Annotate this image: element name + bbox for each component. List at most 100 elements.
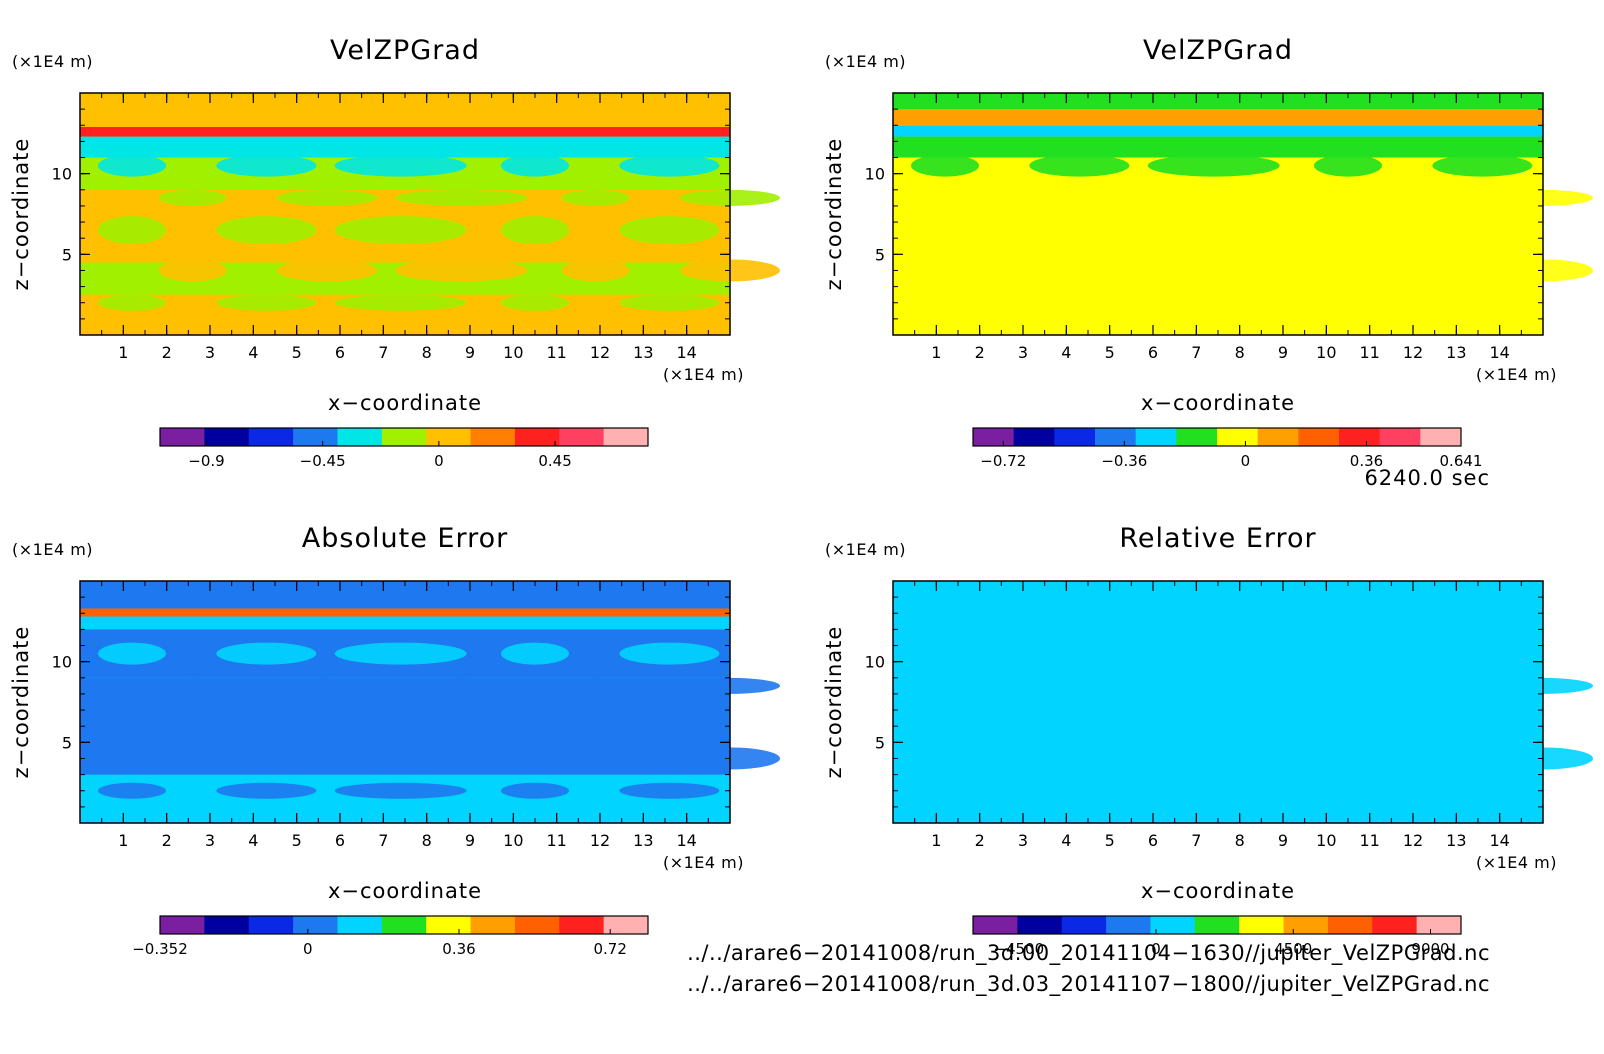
heatmap-contour xyxy=(1147,154,1280,177)
chart-panel-1: VelZPGrad(×1E4 m)1 2 3 4 5 6 7 8 9 10 11 12 13 14510(… xyxy=(9,35,780,470)
colorbar-swatch xyxy=(426,428,472,446)
heatmap-contour xyxy=(619,216,720,245)
heatmap-contour xyxy=(158,747,227,770)
y-tick-label: 5 xyxy=(875,733,885,752)
colorbar-frame xyxy=(972,427,1462,447)
heatmap-contour xyxy=(98,782,166,799)
colorbar-swatch xyxy=(160,916,205,934)
y-tick-label: 10 xyxy=(865,653,885,672)
x-tick-label: 6 xyxy=(1148,343,1158,362)
y-axis-label: z−coordinate xyxy=(9,138,33,291)
colorbar-swatch xyxy=(381,428,427,446)
heatmap-band xyxy=(893,125,1543,137)
x-tick-label: 4 xyxy=(1061,343,1071,362)
heatmap-contour xyxy=(1432,782,1533,799)
heatmap-contour xyxy=(1374,259,1443,282)
x-tick-label: 8 xyxy=(1235,831,1245,850)
heatmap-contour xyxy=(216,294,317,311)
heatmap-field xyxy=(893,93,1593,335)
colorbar-swatch xyxy=(1327,916,1373,934)
heatmap-contour xyxy=(1208,189,1341,206)
x-tick-label: 12 xyxy=(590,831,610,850)
colorbar-swatch xyxy=(293,428,338,446)
colorbar-tick-label: 0 xyxy=(1151,940,1161,958)
colorbar: −0.9 −0.45 0 0.45 xyxy=(159,427,649,470)
y-axis-label: z−coordinate xyxy=(9,626,33,779)
chart-title: Absolute Error xyxy=(302,523,508,554)
heatmap-contour xyxy=(334,216,467,245)
x-tick-label: 2 xyxy=(975,343,985,362)
heatmap-contour xyxy=(911,154,979,177)
x-tick-label: 6 xyxy=(335,343,345,362)
colorbar-swatch xyxy=(1061,916,1107,934)
colorbar-swatch xyxy=(293,916,338,934)
heatmap-contour xyxy=(971,189,1040,206)
y-tick-label: 5 xyxy=(875,245,885,264)
colorbar-swatch xyxy=(1298,428,1340,446)
colorbar-swatch xyxy=(1135,428,1177,446)
x-tick-label: 3 xyxy=(205,831,215,850)
heatmap-contour xyxy=(1147,216,1280,245)
heatmap-contour xyxy=(334,704,467,733)
heatmap-contour xyxy=(1147,294,1280,311)
x-tick-label: 12 xyxy=(1403,831,1423,850)
colorbar: −4500 0 4500 9000 xyxy=(972,915,1462,958)
x-tick-label: 1 xyxy=(931,831,941,850)
x-tick-label: 11 xyxy=(546,343,566,362)
y-tick-label: 10 xyxy=(865,165,885,184)
heatmap-contour xyxy=(1029,294,1130,311)
colorbar-swatch xyxy=(1339,428,1381,446)
heatmap-contour xyxy=(501,154,569,177)
heatmap-contour xyxy=(501,216,569,245)
x-tick-label: 8 xyxy=(422,831,432,850)
heatmap-band xyxy=(893,136,1543,158)
x-tick-label: 14 xyxy=(676,831,696,850)
heatmap-band xyxy=(893,93,1543,110)
x-tick-label: 5 xyxy=(292,831,302,850)
heatmap-contour xyxy=(98,642,166,665)
heatmap-contour xyxy=(98,704,166,733)
chart-panel-3: Absolute Error(×1E4 m)1 2 3 4 5 6 7 8 9 10 11 12 13 1… xyxy=(9,523,780,958)
heatmap-contour xyxy=(561,747,630,770)
heatmap-contour xyxy=(1029,642,1130,665)
chart-title: VelZPGrad xyxy=(1143,35,1293,66)
heatmap-contour xyxy=(334,782,467,799)
x-tick-label: 1 xyxy=(931,343,941,362)
heatmap-contour xyxy=(98,216,166,245)
x-tick-label: 13 xyxy=(1446,343,1466,362)
heatmap-contour xyxy=(216,154,317,177)
heatmap-contour xyxy=(158,677,227,694)
chart-title: VelZPGrad xyxy=(330,35,480,66)
colorbar-swatch xyxy=(1372,916,1418,934)
x-tick-label: 9 xyxy=(1278,831,1288,850)
x-tick-label: 7 xyxy=(378,343,388,362)
file-path-1: ../../arare6−20141008/run_3d.00_20141104… xyxy=(687,941,1490,965)
heatmap-contour xyxy=(501,642,569,665)
heatmap-contour xyxy=(334,154,467,177)
colorbar-tick-label: 4500 xyxy=(1274,940,1312,958)
colorbar-tick-label: 0 xyxy=(303,940,313,958)
heatmap-contour xyxy=(971,747,1040,770)
colorbar-swatch xyxy=(559,916,605,934)
heatmap-contour xyxy=(1432,294,1533,311)
heatmap-contour xyxy=(216,216,317,245)
x-tick-label: 1 xyxy=(118,831,128,850)
heatmap-contour xyxy=(334,294,467,311)
x-tick-label: 2 xyxy=(975,831,985,850)
x-tick-label: 8 xyxy=(1235,343,1245,362)
colorbar-swatch xyxy=(1017,916,1063,934)
colorbar-swatch xyxy=(204,428,250,446)
heatmap-contour xyxy=(334,642,467,665)
heatmap-contour xyxy=(1029,782,1130,799)
colorbar-swatch xyxy=(1013,428,1055,446)
x-tick-label: 2 xyxy=(162,831,172,850)
x-tick-label: 1 xyxy=(118,343,128,362)
x-tick-label: 10 xyxy=(503,343,523,362)
heatmap-contour xyxy=(395,259,528,282)
colorbar-swatch xyxy=(603,428,649,446)
colorbar-frame xyxy=(972,915,1462,935)
heatmap-contour xyxy=(277,677,377,694)
x-unit-label: (×1E4 m) xyxy=(1476,853,1557,872)
heatmap-contour xyxy=(501,782,569,799)
